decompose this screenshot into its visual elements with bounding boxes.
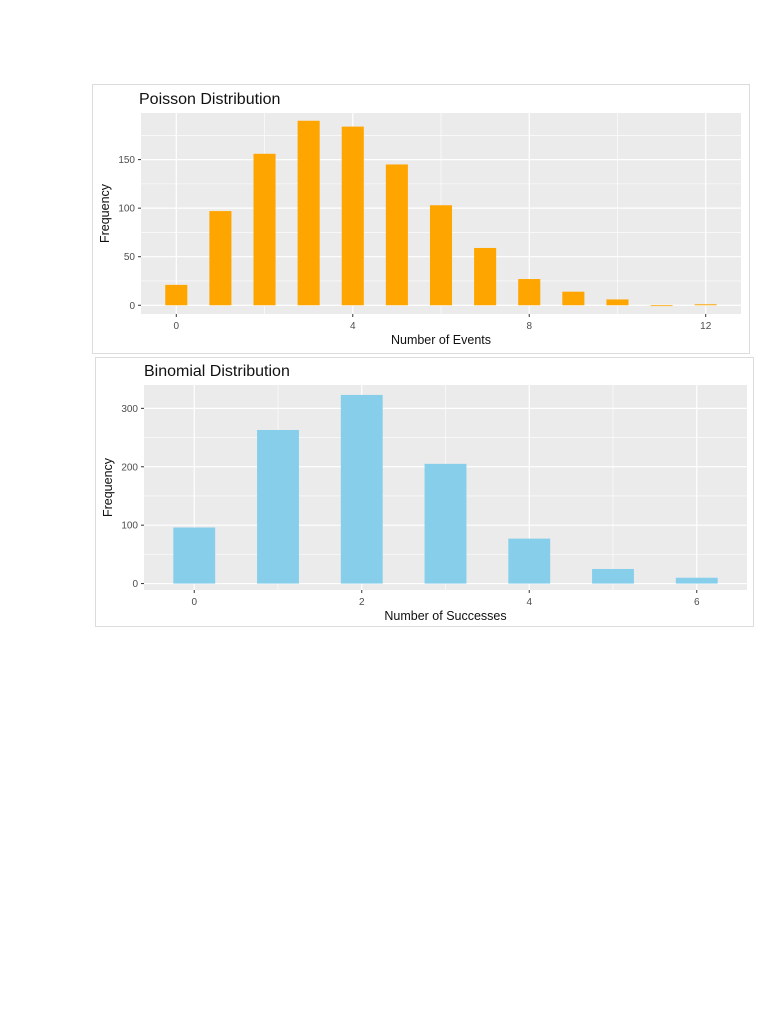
poisson-bar [518,279,541,306]
binomial-xtick-label: 2 [359,597,365,608]
poisson-bar [429,205,453,306]
binomial-bar [173,527,216,584]
poisson-bar [606,299,629,306]
binomial-ytick-label: 100 [121,521,138,532]
binomial-xtick-label: 0 [191,597,197,608]
poisson-bar [562,291,585,306]
poisson-bar [694,304,717,306]
binomial-bar [257,429,299,584]
poisson-chart-svg: Poisson Distribution 0 50 100 150 0 4 8 12 Number… [98,91,741,347]
binomial-bar [424,463,467,584]
binomial-y-axis-title: Frequency [101,457,115,517]
poisson-chart-title: Poisson Distribution [139,91,280,108]
poisson-ytick-label: 50 [124,252,136,263]
binomial-bar [592,568,634,584]
poisson-xtick-label: 4 [350,321,356,332]
poisson-xtick-label: 8 [526,321,532,332]
poisson-bar [650,305,673,307]
poisson-ytick-label: 100 [118,204,135,215]
poisson-y-axis-title: Frequency [98,183,112,243]
poisson-ytick-label: 0 [129,301,135,312]
binomial-ytick-label: 0 [132,579,138,590]
binomial-bar [508,538,551,584]
poisson-bar [385,164,408,306]
poisson-bar [253,153,276,306]
poisson-bar [474,247,497,306]
poisson-chart: Poisson Distribution 0 50 100 150 0 4 8 12 Number… [92,84,750,354]
binomial-bar [340,394,383,584]
binomial-bar [675,577,718,584]
binomial-xtick-label: 6 [694,597,700,608]
binomial-ytick-label: 200 [121,462,138,473]
binomial-ytick-label: 300 [121,404,138,415]
poisson-bar [297,120,320,306]
binomial-chart: Binomial Distribution 0 100 200 300 0 2 4 6 Numbe… [95,357,754,627]
poisson-xtick-label: 12 [700,321,712,332]
poisson-xtick-label: 0 [174,321,180,332]
poisson-ytick-label: 150 [118,155,135,166]
poisson-bar [209,211,232,306]
binomial-chart-svg: Binomial Distribution 0 100 200 300 0 2 4 6 Numbe… [101,363,747,623]
binomial-xtick-label: 4 [526,597,532,608]
poisson-x-axis-title: Number of Events [391,333,491,347]
binomial-x-axis-title: Number of Successes [384,609,506,623]
poisson-bar [165,284,188,306]
poisson-bar [341,126,364,306]
binomial-chart-title: Binomial Distribution [144,363,290,380]
